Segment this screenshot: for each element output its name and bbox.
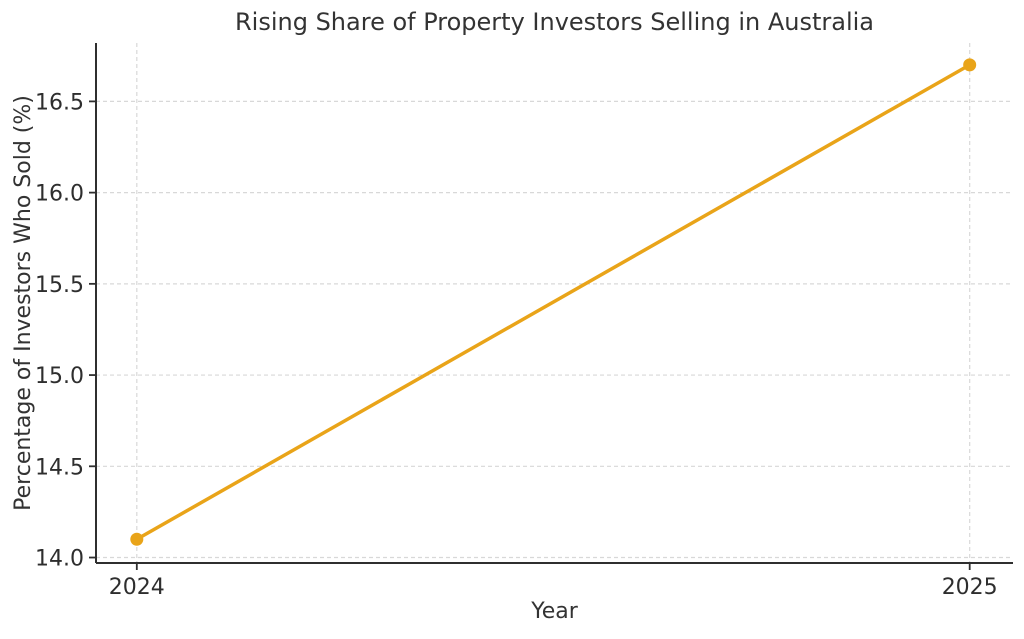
chart-title: Rising Share of Property Investors Selli…	[235, 8, 874, 36]
y-tick-label: 14.5	[35, 455, 84, 480]
data-point-marker	[963, 58, 977, 72]
series-line	[135, 63, 972, 542]
y-tick-label: 16.0	[35, 182, 84, 207]
x-tick-label: 2025	[942, 575, 998, 600]
data-point-marker	[130, 532, 144, 546]
x-axis-label: Year	[530, 599, 579, 624]
y-tick-label: 16.5	[35, 90, 84, 115]
y-axis-label: Percentage of Investors Who Sold (%)	[11, 95, 36, 511]
y-tick-label: 15.5	[35, 273, 84, 298]
y-tick-label: 15.0	[35, 364, 84, 389]
x-tick-label: 2024	[109, 575, 165, 600]
y-tick-label: 14.0	[35, 547, 84, 572]
